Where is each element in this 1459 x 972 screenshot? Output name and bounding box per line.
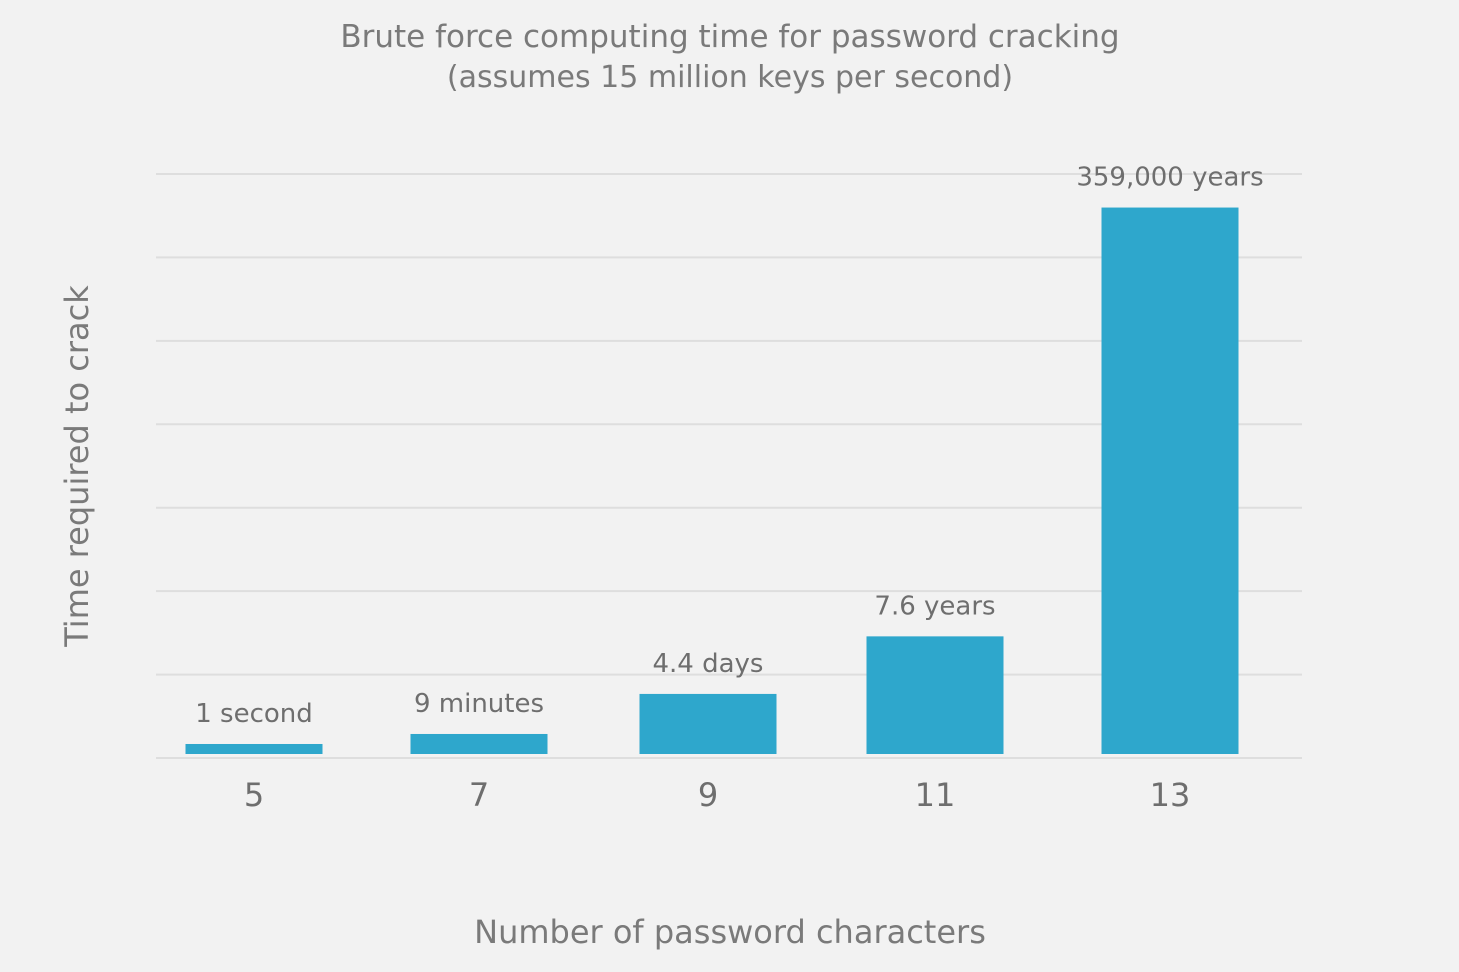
data-label: 9 minutes bbox=[414, 689, 544, 719]
bar-5 bbox=[185, 743, 323, 754]
chart-subtitle: (assumes 15 million keys per second) bbox=[447, 60, 1013, 95]
x-tick-label: 5 bbox=[244, 776, 264, 814]
x-tick-label: 11 bbox=[915, 776, 956, 814]
x-axis-label: Number of password characters bbox=[474, 913, 986, 951]
x-tick-label: 13 bbox=[1150, 776, 1191, 814]
gridlines bbox=[156, 173, 1302, 759]
data-label: 1 second bbox=[195, 699, 313, 729]
bars: 1 second 5 9 minutes 7 4.4 days 9 7.6 years 11 3… bbox=[185, 163, 1264, 814]
bar-9 bbox=[639, 693, 777, 754]
bar-13 bbox=[1101, 207, 1239, 755]
data-label: 359,000 years bbox=[1076, 163, 1263, 193]
bar-7 bbox=[410, 733, 548, 754]
x-tick-label: 7 bbox=[469, 776, 489, 814]
chart-title: Brute force computing time for password … bbox=[340, 19, 1119, 55]
x-tick-label: 9 bbox=[698, 776, 718, 814]
data-label: 4.4 days bbox=[653, 649, 764, 679]
y-axis-label: Time required to crack bbox=[58, 285, 96, 648]
bar-11 bbox=[866, 636, 1004, 754]
data-label: 7.6 years bbox=[874, 591, 995, 621]
